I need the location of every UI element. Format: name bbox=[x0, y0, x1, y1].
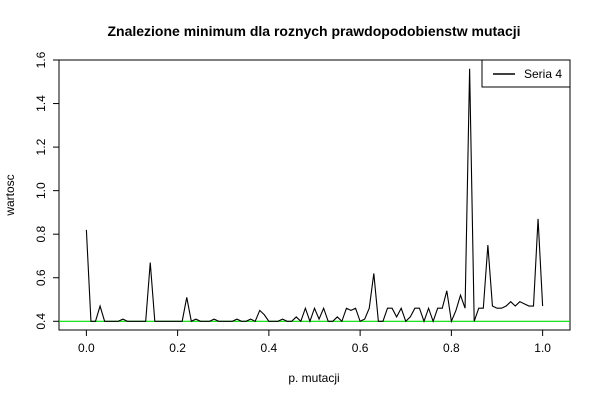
x-tick-label: 0.0 bbox=[78, 341, 95, 355]
y-tick-label: 1.2 bbox=[34, 138, 48, 155]
x-axis-label: p. mutacji bbox=[288, 371, 339, 385]
series-group bbox=[85, 68, 544, 324]
y-tick-label: 0.8 bbox=[34, 226, 48, 243]
x-tick-label: 0.8 bbox=[443, 341, 460, 355]
x-tick-label: 1.0 bbox=[534, 341, 551, 355]
chart-title: Znalezione minimum dla roznych prawdopod… bbox=[107, 23, 520, 39]
y-tick-label: 1.6 bbox=[34, 51, 48, 68]
y-tick-label: 0.4 bbox=[34, 313, 48, 330]
x-tick-label: 0.4 bbox=[261, 341, 278, 355]
x-tick-label: 0.2 bbox=[169, 341, 186, 355]
series-line bbox=[85, 68, 544, 324]
legend: Seria 4 bbox=[481, 59, 571, 88]
y-tick-label: 0.6 bbox=[34, 269, 48, 286]
legend-label: Seria 4 bbox=[524, 67, 562, 81]
y-axis-label: wartosc bbox=[3, 174, 17, 216]
y-axis: 0.4 0.6 0.8 1.0 1.2 1.4 1.6 bbox=[34, 51, 59, 330]
x-axis: 0.0 0.2 0.4 0.6 0.8 1.0 bbox=[78, 330, 551, 355]
x-tick-label: 0.6 bbox=[352, 341, 369, 355]
y-tick-label: 1.4 bbox=[34, 95, 48, 112]
y-tick-label: 1.0 bbox=[34, 182, 48, 199]
plot-area bbox=[58, 59, 571, 331]
